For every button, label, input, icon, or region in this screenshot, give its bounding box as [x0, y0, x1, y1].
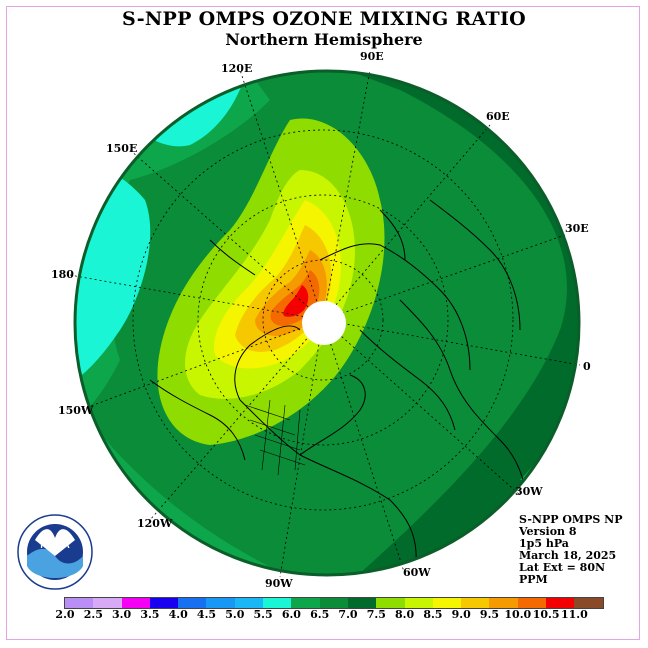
colorbar-tick-label: 8.5: [423, 608, 443, 621]
colorbar-swatch: [65, 598, 94, 608]
colorbar-swatch: [234, 598, 264, 608]
colorbar-swatch: [546, 598, 575, 608]
lon-label-60e: 60E: [486, 110, 510, 123]
colorbar-swatch: [517, 598, 547, 608]
map-border: [73, 69, 581, 577]
info-units: PPM: [519, 573, 548, 586]
colorbar-tick-label: 10.5: [532, 608, 560, 621]
colorbar-swatch: [178, 598, 207, 608]
colorbar-swatch: [461, 598, 490, 608]
colorbar-tick-label: 3.5: [140, 608, 160, 621]
colorbar-tick-label: 3.0: [112, 608, 132, 621]
colorbar-tick-label: 4.5: [196, 608, 217, 621]
lon-label-30w: 30W: [515, 485, 543, 498]
lon-label-30e: 30E: [565, 222, 589, 235]
colorbar-swatch: [347, 598, 377, 608]
info-lat-extent: Lat Ext = 80N: [519, 561, 606, 574]
lon-label-180: 180: [51, 268, 74, 281]
colorbar-swatch: [574, 598, 603, 608]
coastlines: [149, 199, 527, 575]
colorbar-tick-label: 5.0: [225, 608, 245, 621]
colorbar-swatch: [93, 598, 122, 608]
lon-label-90w: 90W: [265, 577, 293, 590]
colorbar-tick-label: 6.0: [281, 608, 301, 621]
colorbar-swatch: [489, 598, 518, 608]
lon-label-60w: 60W: [403, 566, 431, 579]
colorbar-tick-label: 7.5: [366, 608, 386, 621]
map-subtitle: Northern Hemisphere: [225, 30, 423, 49]
colorbar-tick-label: 9.0: [451, 608, 471, 621]
colorbar: [64, 597, 604, 609]
colorbar-tick-label: 6.5: [310, 608, 330, 621]
map-title: S-NPP OMPS OZONE MIXING RATIO: [121, 8, 527, 30]
colorbar-tick-label: 2.5: [83, 608, 103, 621]
field-70-right: [320, 71, 579, 575]
lon-label-120e: 120E: [221, 62, 253, 75]
lon-label-120w: 120W: [137, 517, 173, 530]
info-pressure-level: 1p5 hPa: [519, 537, 569, 550]
info-date: March 18, 2025: [519, 549, 617, 562]
graticule: [69, 69, 581, 578]
lon-label-0: 0: [583, 360, 591, 373]
info-version: Version 8: [519, 525, 577, 538]
colorbar-swatch: [376, 598, 405, 608]
state-boundaries: [244, 399, 306, 476]
colorbar-tick-label: 8.0: [395, 608, 415, 621]
colorbar-swatch: [149, 598, 179, 608]
lon-label-150e: 150E: [106, 142, 138, 155]
colorbar-swatch: [263, 598, 292, 608]
colorbar-swatch: [319, 598, 348, 608]
polar-mask: [302, 301, 346, 345]
figure-frame: [6, 6, 640, 640]
colorbar-tick-label: 11.0: [560, 608, 588, 621]
colorbar-swatch: [432, 598, 462, 608]
colorbar-tick-label: 10.0: [504, 608, 532, 621]
colorbar-swatch: [291, 598, 320, 608]
colorbar-tick-label: 9.5: [479, 608, 500, 621]
colorbar-tick-label: 2.0: [55, 608, 75, 621]
lon-label-90e: 90E: [360, 50, 384, 63]
colorbar-ticks: 2.0 2.5 3.0 3.5 4.0 4.5 5.0 5.5 6.0 6.5 7.0 7.5 8.0 8…: [0, 608, 648, 622]
colorbar-tick-label: 5.5: [253, 608, 273, 621]
colorbar-swatch: [404, 598, 433, 608]
field-105-110: [283, 285, 309, 317]
colorbar-swatch: [121, 598, 150, 608]
lon-label-150w: 150W: [58, 404, 94, 417]
colorbar-tick-label: 4.0: [168, 608, 188, 621]
colorbar-swatch: [206, 598, 235, 608]
colorbar-tick-label: 7.0: [338, 608, 358, 621]
info-instrument: S-NPP OMPS NP: [519, 513, 623, 526]
